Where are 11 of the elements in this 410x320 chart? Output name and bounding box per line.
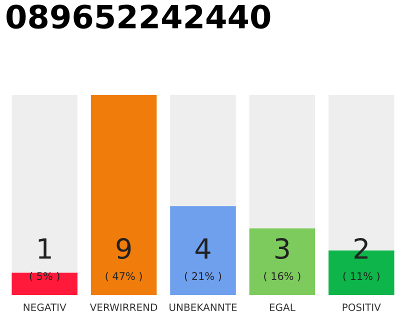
x-tick-label: EGAL	[270, 304, 296, 312]
x-tick-label: VERWIRREND	[90, 304, 158, 311]
x-tick-label: UNBEKANNTE	[170, 304, 237, 312]
x-tick-label: NEGATIV	[24, 304, 66, 312]
data-label: 3 ( 16% )	[264, 238, 300, 282]
bar	[12, 272, 78, 295]
data-label: 4 ( 21% )	[184, 238, 222, 282]
data-label: 9 ( 47% )	[106, 238, 142, 282]
chart-title: 089652242440	[6, 4, 270, 29]
x-tick-label: POSITIV	[342, 304, 381, 312]
data-label: 1 ( 5% )	[30, 238, 60, 282]
